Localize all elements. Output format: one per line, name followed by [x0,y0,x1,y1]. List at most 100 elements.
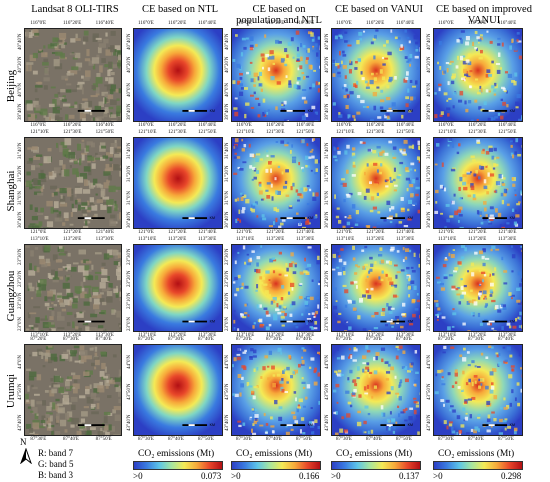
row-label-beijing: Beijing [5,69,17,103]
map-image-guangzhou-ivanui: KM [434,245,522,331]
lon-tick-label: 121°10'E [236,130,255,135]
colorbar [231,461,321,470]
lon-tick-label: 113°10'E [138,237,157,242]
map-image-guangzhou-pop_ntl: KM [232,245,320,331]
row-label-shanghai: Shanghai [5,170,17,212]
colorbar-min-label: >0 [331,471,341,481]
lat-tick-label: 30°40'N [18,210,23,228]
lon-tick-label: 87°50'E [396,437,412,442]
colorbar [331,461,421,470]
lon-tick-label: 87°40'E [63,437,79,442]
lat-tick-label: 43°50'N [225,383,230,400]
map-image-shanghai-pop_ntl: KM [232,138,320,228]
lat-tick-label: 40°20'N [18,56,23,74]
lat-tick-label: 23°0'N [18,316,23,331]
lon-tick-label: 87°50'E [296,437,312,442]
lon-tick-label: 113°30'E [396,333,415,338]
lon-tick-label: 87°40'E [198,337,214,342]
lon-tick-label: 121°30'E [366,130,385,135]
lon-tick-label: 116°0'E [236,21,252,26]
lat-tick-label: 23°20'N [127,270,132,287]
svg-text:KM: KM [308,423,313,427]
lon-tick-label: 121°30'E [468,130,487,135]
lat-tick-label: 31°40'N [325,141,330,159]
lon-tick-label: 113°30'E [498,333,517,338]
lat-tick-label: 40°20'N [225,56,230,74]
map-panel-shanghai-vanui: KM [331,137,421,229]
north-arrow: N [18,437,34,466]
lon-tick-label: 121°10'E [336,130,355,135]
colorbar-max-label: 0.298 [501,471,522,481]
lat-tick-label: 31°20'N [325,164,330,182]
lon-tick-label: 87°40'E [168,437,184,442]
lon-tick-label: 113°10'E [438,333,457,338]
lat-tick-label: 23°20'N [427,270,432,287]
colorbar-min-label: >0 [133,471,143,481]
lon-tick-label: 87°40'E [296,337,312,342]
lat-tick-label: 43°40'N [127,414,132,431]
column-header-landsat: Landsat 8 OLI-TIRS [31,4,119,15]
lon-tick-label: 87°30'E [366,337,382,342]
colorbar-max-label: 0.137 [399,471,420,481]
lat-tick-label: 43°40'N [18,414,23,431]
lon-tick-label: 113°20'E [168,237,187,242]
lon-tick-label: 113°30'E [296,237,315,242]
lon-tick-label: 116°40'E [498,21,517,26]
svg-text:KM: KM [408,319,413,323]
lon-tick-label: 113°20'E [168,333,187,338]
lon-tick-label: 116°0'E [30,21,47,26]
lon-tick-label: 121°30'E [168,130,187,135]
lat-tick-label: 23°0'N [127,316,132,331]
lon-tick-label: 121°50'E [396,130,415,135]
lon-tick-label: 113°30'E [498,237,517,242]
svg-text:KM: KM [510,109,515,113]
lat-tick-label: 31°40'N [427,141,432,159]
lon-tick-label: 87°40'E [366,437,382,442]
lon-tick-label: 121°0'E [236,230,252,235]
lat-tick-label: 40°40'N [127,33,132,50]
svg-text:KM: KM [210,319,215,323]
lon-tick-label: 121°0'E [336,230,352,235]
colorbar-max-label: 0.166 [299,471,320,481]
lon-tick-label: 87°50'E [498,437,514,442]
lat-tick-label: 23°20'N [325,270,330,287]
map-image-guangzhou-vanui: KM [332,245,420,331]
map-panel-urumqi-ntl: KM [133,344,223,436]
lon-tick-label: 116°40'E [95,21,114,26]
lon-tick-label: 116°40'E [198,123,217,128]
lon-tick-label: 121°40'E [396,230,415,235]
lon-tick-label: 121°40'E [498,230,517,235]
lat-tick-label: 40°0'N [18,82,23,97]
lon-tick-label: 87°30'E [168,337,184,342]
lon-tick-label: 116°0'E [438,123,454,128]
lon-tick-label: 87°20'E [236,337,252,342]
map-image-shanghai-ntl: KM [134,138,222,228]
lat-tick-label: 40°0'N [127,82,132,97]
lat-tick-label: 23°0'N [325,316,330,331]
lat-tick-label: 40°0'N [325,82,330,97]
map-image-shanghai-landsat [25,138,121,228]
map-panel-beijing-vanui: KM [331,28,421,122]
lat-tick-label: 43°50'N [127,383,132,400]
map-panel-shanghai-pop_ntl: KM [231,137,321,229]
lat-tick-label: 31°40'N [18,141,23,159]
lon-tick-label: 116°20'E [168,21,187,26]
row-label-urumqi: Urumqi [5,373,17,409]
map-image-beijing-pop_ntl: KM [232,29,320,121]
lon-tick-label: 116°20'E [468,123,487,128]
north-label: N [20,437,27,447]
lat-tick-label: 40°20'N [127,56,132,74]
lat-tick-label: 43°50'N [427,383,432,400]
column-header-improved-vanui: CE based on improved VANUI [436,4,532,26]
lon-tick-label: 121°0'E [30,230,47,235]
lat-tick-label: 23°20'N [18,270,23,287]
map-panel-beijing-landsat [24,28,122,122]
lat-tick-label: 43°40'N [427,414,432,431]
lon-tick-label: 113°30'E [95,333,114,338]
lat-tick-label: 23°0'N [427,316,432,331]
lon-tick-label: 116°20'E [63,21,82,26]
lat-tick-label: 23°10'N [427,292,432,309]
colorbar-title: CO₂ emissions (Mt) [236,449,313,459]
lon-tick-label: 113°20'E [366,333,385,338]
lat-tick-label: 31°20'N [225,164,230,182]
